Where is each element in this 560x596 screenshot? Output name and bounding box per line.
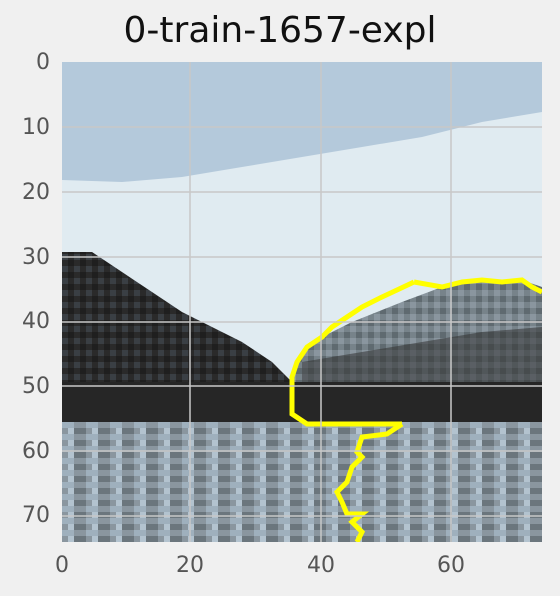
y-tick-40: 40 bbox=[22, 309, 50, 334]
y-tick-50: 50 bbox=[22, 374, 50, 399]
y-tick-20: 20 bbox=[22, 180, 50, 205]
y-tick-60: 60 bbox=[22, 439, 50, 464]
y-tick-70: 70 bbox=[22, 503, 50, 528]
y-tick-10: 10 bbox=[22, 115, 50, 140]
mountain-right-shadow bbox=[302, 327, 542, 392]
outline-tail bbox=[333, 421, 404, 542]
y-tick-0: 0 bbox=[36, 50, 50, 75]
y-tick-30: 30 bbox=[22, 245, 50, 270]
outline-top bbox=[413, 277, 542, 295]
image-panel bbox=[62, 62, 542, 542]
heatmap-image bbox=[62, 62, 542, 542]
dark-band bbox=[62, 382, 542, 422]
x-tick-20: 20 bbox=[176, 553, 204, 578]
outline-left bbox=[289, 279, 416, 427]
x-tick-60: 60 bbox=[437, 553, 465, 578]
grid bbox=[62, 62, 542, 542]
x-tick-0: 0 bbox=[55, 553, 69, 578]
ground bbox=[62, 422, 542, 542]
sky-dark bbox=[62, 62, 542, 182]
plot-title: 0-train-1657-expl bbox=[123, 10, 437, 51]
mountain-left bbox=[62, 252, 302, 422]
x-tick-40: 40 bbox=[307, 553, 335, 578]
